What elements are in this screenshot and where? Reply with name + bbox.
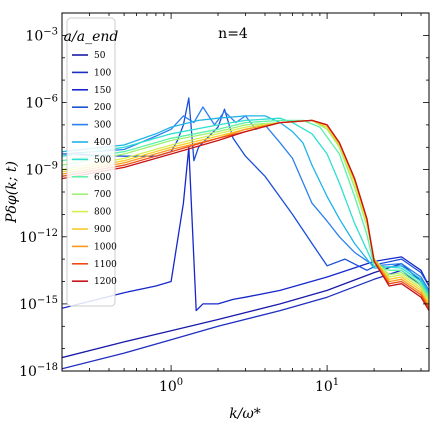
y-axis-title: Pδφ(k; t) [4, 161, 20, 224]
tick-labels-layer: 100 101 10−3 10−6 10−9 10−12 10−15 10−18 [19, 26, 339, 395]
legend-label: 50 [94, 51, 106, 61]
legend: a/a_end 50 100 150 200 300 400 500 600 700 800 900… [64, 17, 119, 307]
x-tick-label: 101 [315, 377, 339, 395]
y-tick-label: 10−15 [19, 295, 58, 313]
legend-label: 1200 [94, 277, 117, 287]
series-line-150 [62, 146, 429, 312]
series-line-1200 [62, 119, 429, 311]
legend-label: 1000 [94, 242, 117, 252]
y-tick-label: 10−3 [25, 26, 58, 44]
y-tick-label: 10−12 [19, 228, 58, 246]
y-tick-label: 10−6 [25, 94, 58, 112]
series-line-500 [62, 117, 429, 296]
plot-background [62, 13, 429, 371]
legend-label: 200 [94, 103, 111, 113]
series-line-700 [62, 119, 429, 300]
legend-label: 700 [94, 190, 111, 200]
legend-label: 500 [94, 155, 111, 165]
legend-label: 300 [94, 121, 111, 131]
legend-title: a/a_end [64, 29, 119, 45]
legend-label: 800 [94, 208, 111, 218]
annotation-n: n=4 [218, 26, 248, 42]
legend-label: 400 [94, 138, 111, 148]
x-axis-title: k/ω* [229, 406, 261, 422]
series-line-100 [62, 269, 429, 370]
legend-entries: 50 100 150 200 300 400 500 600 700 800 900 1000 1100… [72, 51, 117, 287]
series-line-400 [62, 115, 429, 294]
series-layer [62, 97, 429, 370]
y-tick-label: 10−9 [25, 161, 58, 179]
legend-label: 900 [94, 225, 111, 235]
series-line-900 [62, 119, 429, 305]
legend-label: 150 [94, 86, 111, 96]
legend-label: 600 [94, 173, 111, 183]
x-tick-label: 100 [159, 377, 183, 395]
y-tick-label: 10−18 [19, 362, 58, 380]
legend-label: 1100 [94, 260, 117, 270]
legend-label: 100 [94, 68, 111, 78]
series-line-600 [62, 119, 429, 298]
